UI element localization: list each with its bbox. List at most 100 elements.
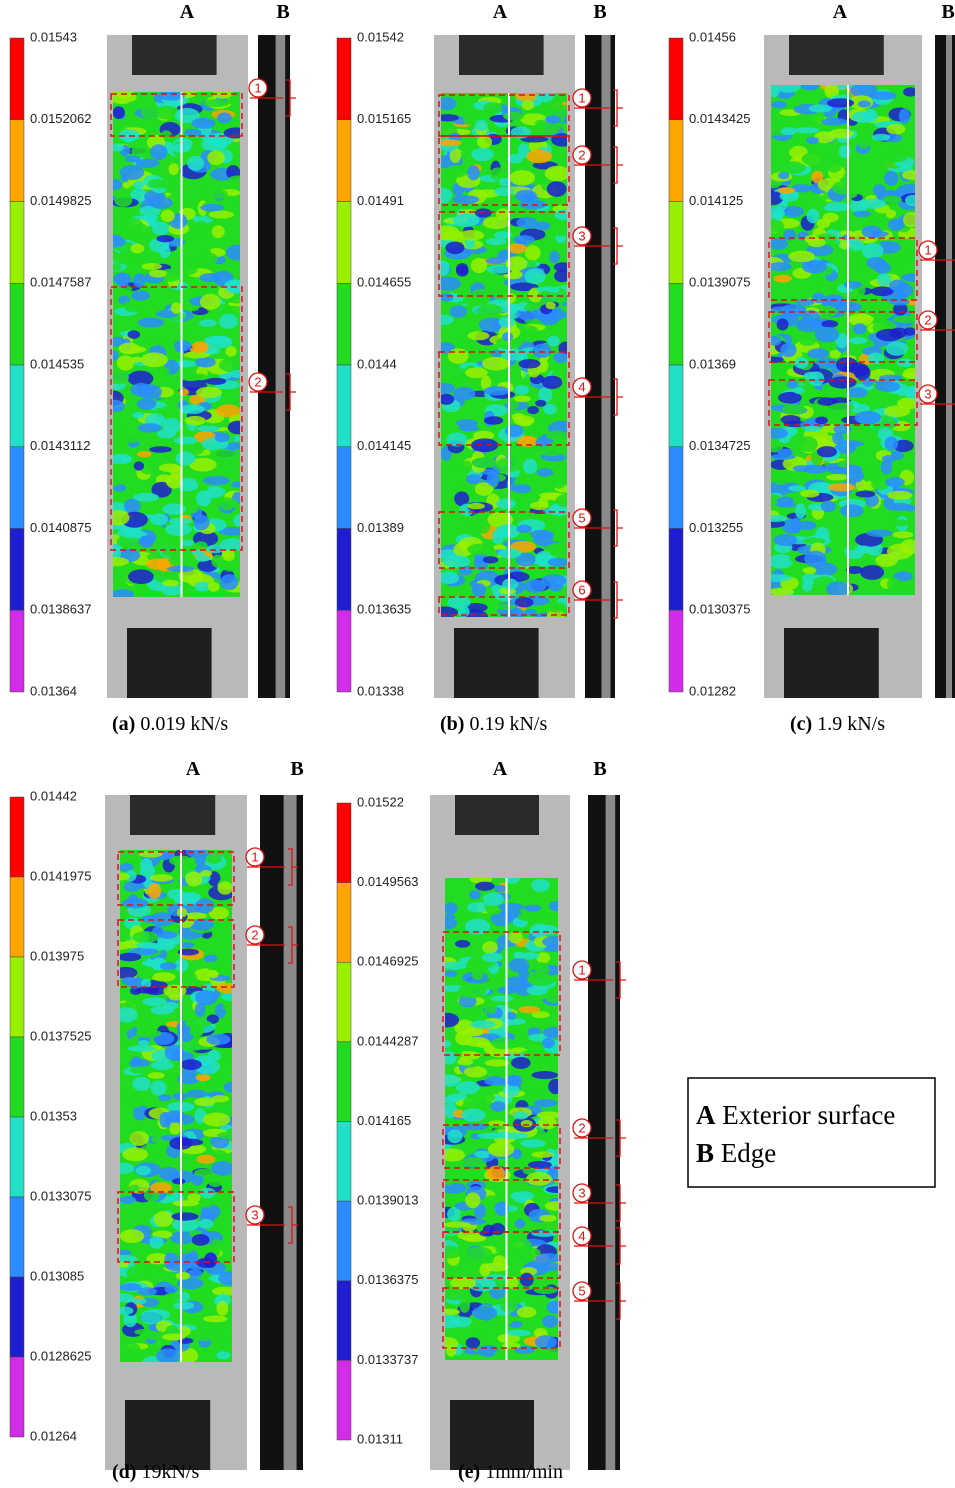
- strain-map: [113, 92, 240, 597]
- strain-blob: [208, 506, 220, 515]
- strain-blob: [216, 982, 232, 994]
- strain-blob: [135, 986, 157, 994]
- strain-blob: [885, 477, 905, 487]
- strain-blob: [548, 900, 558, 912]
- strain-blob: [129, 1131, 149, 1146]
- strain-blob: [134, 1329, 155, 1336]
- colorbar-label: 0.013255: [689, 520, 743, 535]
- strain-blob: [476, 1040, 489, 1048]
- strain-blob: [213, 1197, 232, 1206]
- strain-blob: [441, 225, 460, 241]
- strain-blob: [123, 1311, 137, 1328]
- strain-blob: [822, 202, 851, 212]
- strain-blob: [120, 430, 144, 443]
- strain-blob: [838, 159, 860, 167]
- header-b: B: [593, 758, 606, 780]
- strain-blob: [533, 1327, 548, 1338]
- strain-blob: [833, 247, 855, 255]
- strain-blob: [441, 476, 463, 490]
- region-box: [438, 135, 570, 206]
- marker-circle: [918, 310, 938, 330]
- region-box: [438, 596, 570, 616]
- strain-blob: [802, 259, 828, 274]
- grip-bottom: [454, 628, 539, 698]
- colorbar-label: 0.01456: [689, 29, 736, 44]
- strain-blob: [520, 1139, 546, 1148]
- strain-blob: [120, 851, 137, 865]
- strain-blob: [537, 445, 565, 457]
- strain-blob: [189, 1024, 204, 1037]
- colorbar-segment: [9, 876, 25, 958]
- strain-blob: [214, 432, 230, 443]
- marker-circle: [918, 240, 938, 260]
- strain-blob: [463, 112, 478, 126]
- strain-blob: [113, 350, 119, 361]
- strain-blob: [519, 1075, 543, 1092]
- strain-blob: [175, 1271, 191, 1280]
- strain-blob: [548, 1132, 558, 1139]
- marker-number: 3: [251, 1208, 258, 1223]
- strain-blob: [520, 952, 540, 960]
- strain-blob: [149, 874, 174, 882]
- strain-blob: [119, 164, 145, 181]
- marker-circle: [245, 847, 265, 867]
- header-a: A: [493, 1, 508, 23]
- strain-blob: [512, 484, 532, 494]
- bracket: [286, 79, 296, 117]
- caption-text: 1mm/min: [485, 1461, 563, 1483]
- marker-number: 1: [578, 91, 585, 106]
- strain-blob: [480, 375, 492, 391]
- strain-blob: [473, 1203, 486, 1219]
- strain-blob: [113, 106, 125, 120]
- colorbar-segment: [336, 610, 352, 693]
- strain-blob: [542, 1315, 558, 1328]
- marker-circle: [248, 78, 268, 98]
- strain-blob: [441, 382, 456, 395]
- strain-blob: [140, 352, 168, 368]
- strain-blob: [482, 556, 499, 564]
- strain-blob: [551, 473, 567, 489]
- strain-blob: [474, 1150, 491, 1159]
- strain-blob: [194, 1168, 214, 1177]
- strain-blob: [553, 262, 567, 272]
- strain-blob: [483, 102, 503, 114]
- strain-blob: [441, 463, 462, 475]
- edge-photo: [588, 795, 620, 1470]
- strain-blob: [495, 208, 511, 220]
- strain-blob: [518, 418, 533, 427]
- region-box: [442, 1231, 561, 1279]
- strain-blob: [141, 262, 163, 270]
- strain-blob: [212, 92, 233, 99]
- strain-blob: [771, 100, 787, 109]
- colorbar-label: 0.01338: [357, 683, 404, 698]
- strain-blob: [901, 170, 915, 180]
- strain-blob: [465, 958, 485, 974]
- strain-blob: [475, 881, 495, 891]
- colorbar-label: 0.0141975: [30, 868, 91, 883]
- strain-blob: [149, 144, 168, 161]
- colorbar-segment: [668, 446, 684, 529]
- strain-blob: [778, 391, 802, 404]
- strain-blob: [885, 341, 909, 356]
- colorbar-label: 0.013975: [30, 948, 84, 963]
- strain-blob: [511, 1056, 531, 1069]
- strain-blob: [533, 121, 560, 136]
- strain-blob: [120, 952, 142, 962]
- strain-blob: [535, 399, 547, 407]
- strain-blob: [113, 510, 130, 526]
- strain-blob: [544, 165, 567, 182]
- marker-number: 2: [254, 375, 261, 390]
- strain-blob: [796, 436, 818, 452]
- colorbar-label: 0.01264: [30, 1428, 77, 1443]
- strain-blob: [445, 1308, 461, 1316]
- colorbar-segment: [9, 1356, 25, 1438]
- strain-blob: [446, 1344, 457, 1357]
- bracket: [616, 1184, 626, 1222]
- strain-blob: [771, 453, 796, 460]
- strain-blob: [527, 1160, 552, 1169]
- colorbar-segment: [9, 956, 25, 1038]
- strain-blob: [138, 850, 163, 858]
- region-box: [110, 93, 243, 137]
- colorbar-label: 0.0133737: [357, 1352, 418, 1367]
- strain-blob: [807, 237, 826, 248]
